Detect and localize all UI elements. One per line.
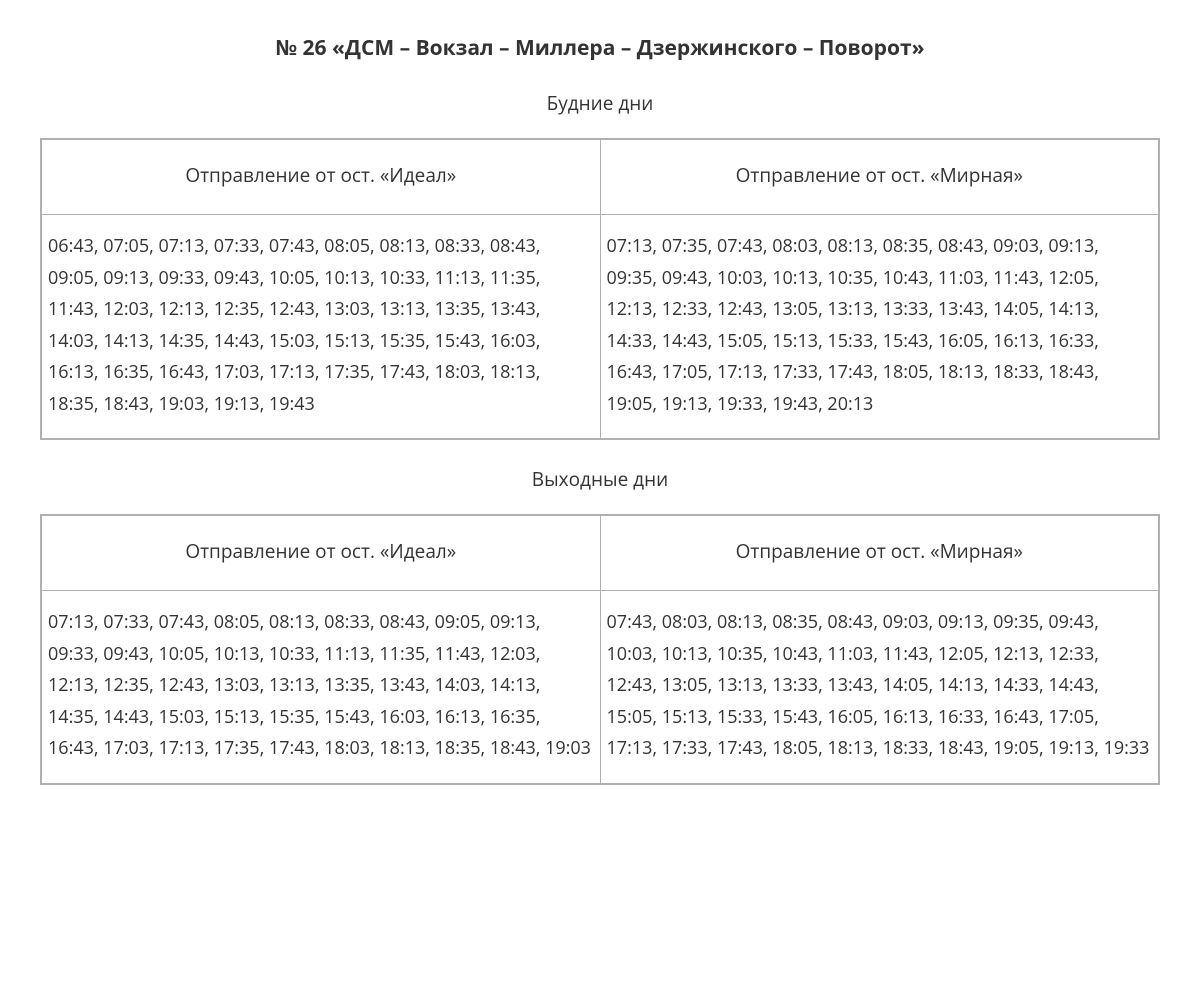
table-row: 06:43, 07:05, 07:13, 07:33, 07:43, 08:05… [41,215,1159,440]
weekend-col-0-times: 07:13, 07:33, 07:43, 08:05, 08:13, 08:33… [41,591,600,784]
route-title: № 26 «ДСМ – Вокзал – Миллера – Дзержинск… [40,34,1160,62]
weekend-col-1-header: Отправление от ост. «Мирная» [600,515,1159,591]
weekend-table: Отправление от ост. «Идеал» Отправление … [40,514,1160,785]
weekend-col-1-times: 07:43, 08:03, 08:13, 08:35, 08:43, 09:03… [600,591,1159,784]
table-header-row: Отправление от ост. «Идеал» Отправление … [41,139,1159,215]
weekday-table: Отправление от ост. «Идеал» Отправление … [40,138,1160,440]
weekend-section: Выходные дни Отправление от ост. «Идеал»… [40,466,1160,785]
weekday-col-1-header: Отправление от ост. «Мирная» [600,139,1159,215]
weekend-col-0-header: Отправление от ост. «Идеал» [41,515,600,591]
weekday-section-title: Будние дни [40,90,1160,116]
table-header-row: Отправление от ост. «Идеал» Отправление … [41,515,1159,591]
table-row: 07:13, 07:33, 07:43, 08:05, 08:13, 08:33… [41,591,1159,784]
weekend-section-title: Выходные дни [40,466,1160,492]
weekday-col-0-header: Отправление от ост. «Идеал» [41,139,600,215]
weekday-section: Будние дни Отправление от ост. «Идеал» О… [40,90,1160,440]
weekday-col-1-times: 07:13, 07:35, 07:43, 08:03, 08:13, 08:35… [600,215,1159,440]
weekday-col-0-times: 06:43, 07:05, 07:13, 07:33, 07:43, 08:05… [41,215,600,440]
